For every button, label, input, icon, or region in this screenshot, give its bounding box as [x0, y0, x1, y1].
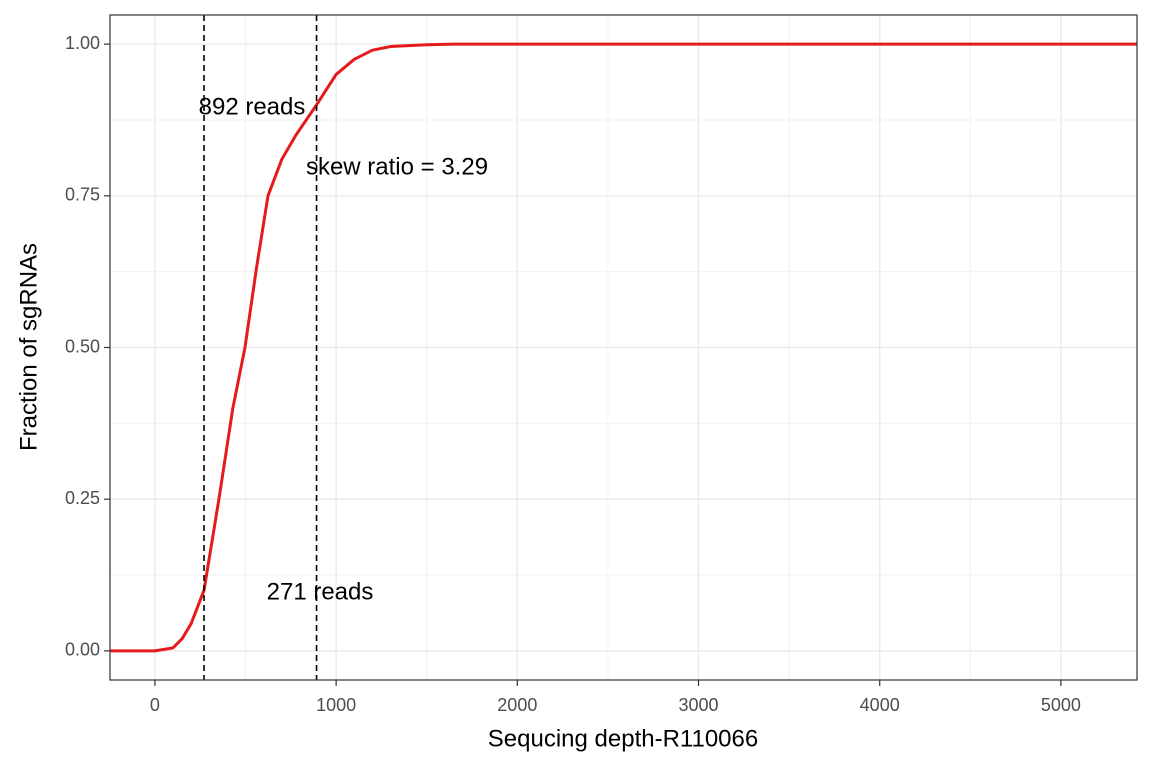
x-tick-label: 3000	[678, 695, 718, 715]
y-tick-label: 0.75	[65, 185, 100, 205]
x-tick-label: 2000	[497, 695, 537, 715]
y-tick-label: 1.00	[65, 33, 100, 53]
x-axis-title: Sequcing depth-R110066	[488, 725, 758, 752]
annotation: 271 reads	[267, 578, 374, 605]
plot-border	[109, 14, 1138, 681]
y-tick-label: 0.00	[65, 640, 100, 660]
y-tick-label: 0.25	[65, 488, 100, 508]
y-axis-title: Fraction of sgRNAs	[15, 243, 42, 451]
annotation: 892 reads	[199, 93, 306, 120]
annotation: skew ratio = 3.29	[306, 153, 488, 180]
line	[110, 42, 1137, 653]
x-tick-label: 1000	[316, 695, 356, 715]
y-tick-label: 0.50	[65, 336, 100, 356]
x-tick-label: 5000	[1041, 695, 1081, 715]
x-tick-label: 4000	[860, 695, 900, 715]
x-tick-label: 0	[150, 695, 160, 715]
